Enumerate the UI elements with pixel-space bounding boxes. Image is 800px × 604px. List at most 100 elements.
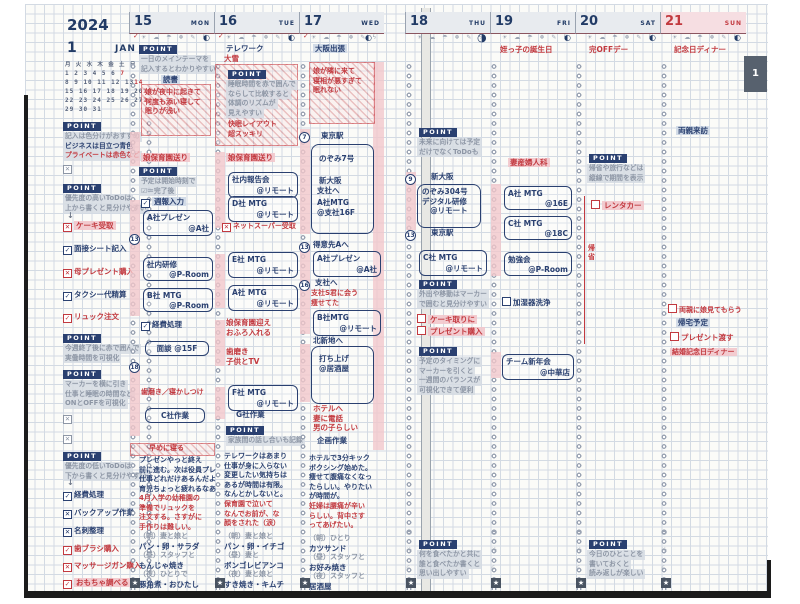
point-tip-trip: 帰省や旅行などは 縦線で期間を表示 [587,164,646,183]
evening-note: 娘保育園迎え おふろ入れる [226,318,271,337]
event-block: チーム新年会 @中華店 [502,354,574,380]
star-icon: ★ [215,578,225,588]
day-16-header: 16 TUE [214,12,299,34]
meal-noon-icon: ☀ [406,546,413,554]
hour-rail [405,62,413,590]
point-tip-marker: マーカーを横に引き 仕事と睡眠の時間など ONとOFFを可視化 [63,380,135,409]
star-icon: ★ [576,578,586,588]
event-block: C社作業 [145,408,205,423]
page-left-edge [24,95,28,598]
weather-icon-strip: ☀ ☁ ☂ ❅ ✎ ϟ [226,34,294,41]
point-tip-future: 未来に向けては予定 だけでなくToDoも [417,138,483,157]
todo-item: ✕ ネットスーパー受取 [222,222,296,232]
point-badge: POINT [139,45,178,54]
location-note: 東京駅 [321,131,344,140]
event-block: 社内報告会 @リモート [228,172,298,198]
point-badge: POINT [419,540,458,549]
day-number: 19 [495,14,514,29]
meal-morning-icon: ◓ [406,528,413,536]
weather-icon-strip: ☀ ☁ ☂ ❅ ✎ ϟ [141,34,209,41]
marker-band [406,172,416,230]
moon-phase-icon: ◐ [649,33,656,42]
point-badge: POINT [589,540,628,549]
day-weekday: MON [190,20,210,27]
point-badge: POINT [228,70,267,79]
todo-item: ✕ 名刺整理 [63,526,104,537]
trip-duration-line [584,196,585,344]
hour-rail [490,62,498,590]
day-18-column: 18 THU ☀ ☁ ☂ ❅ ✎ ϟ ◑ POINT 未来に向けては予定 だけで… [405,4,490,604]
day-18-header: 18 THU [405,12,490,34]
todo-item: 加湿器洗浄 [502,297,551,308]
day-19-header: 19 FRI [490,12,575,34]
point-tip-colors: 記入は色分けがおすすめ ビジネスは目立つ青色 プライベートは赤色など [63,132,142,161]
event-text: A社MTG @支社16F [317,198,356,217]
trip-label: 帰省 [587,244,596,262]
check-icon: ✓ [133,32,139,40]
weather-icon-strip: ☀ ☁ ☂ ❅ ✎ ϟ [417,34,485,41]
train-note: のぞみ7号 [319,154,355,163]
memo-red: 支社S君に会う 痩せてた [311,289,359,307]
point-tip-outing: 外出や移動はマーカー で囲むと見分けやすい [417,290,489,309]
diary-text-red: 保育園で泣いて なんでお前が、な 顔をされた（涙） [224,500,280,527]
point-tip-theme: 一日のメインテーマを 記入するとわかりやすい [139,55,218,74]
hour-marker: 13 [299,242,310,253]
todo-item: ケーキ取りに [417,314,477,325]
point-tip-low-todo: 優先度の低いToDoは 下から書くと見分けやすい [63,462,149,481]
meal-night-icon: ☾ [406,564,413,572]
return-note: 帰宅予定 [676,318,710,327]
location-note: 東京駅 [431,228,454,237]
point-badge: POINT [139,167,178,176]
day-21-column: 21 SUN ☀ ☁ ☂ ❅ ✎ ϟ ◐ 記念日ディナー 両親来訪 両親に娘見て… [660,4,746,604]
star-icon: ★ [491,578,501,588]
event-block: D社 MTG @リモート [228,196,298,222]
meal-log: （朝）ひとり カツサンド （昼）スタッフと お好み焼き （夜）スタッフと 居酒屋 [309,534,365,591]
check-icon: ✓ [218,32,224,40]
marker-band [300,129,310,234]
moon-phase-icon: ◐ [288,33,295,42]
point-badge: POINT [589,154,628,163]
day-17-header: 17 WED [299,12,384,34]
meal-night-icon: ☾ [491,564,498,572]
todo-item: ✓ 経費処理 [141,320,182,331]
hour-marker: 9 [405,174,416,185]
day-15-column: 15 MON ✓ ☀ ☁ ☂ ❅ ✎ ϟ ◐ POINT 一日のメインテーマを … [129,4,218,604]
todo-item: ✓ おもちゃ調べる [63,578,131,589]
moon-phase-icon: ◐ [734,33,741,42]
hour-marker: 7 [299,132,310,143]
meal-noon-icon: ☀ [661,546,668,554]
hour-marker: 18 [129,362,140,373]
day-weekday: SAT [640,20,656,27]
event-block: A社 MTG @リモート [228,285,298,311]
planner-page: 2024 1 JAN 月 火 水 木 金 土 日 1 2 3 4 5 6 7 8… [25,4,768,596]
down-arrow-icon: ↓ [67,211,74,220]
todo-item: プレゼント購入 [417,326,485,337]
point-badge: POINT [63,184,102,193]
task-note: G社作業 [236,410,265,419]
todo-item: ✕ ケーキ受取 [63,221,116,232]
location-note: 支社へ [317,186,340,195]
event-block: F社 MTG @リモート [228,385,298,411]
point-badge: POINT [63,452,102,461]
mini-calendar-week3: 15 16 17 18 19 2021 [65,88,152,95]
day-21-header: 21 SUN [660,12,746,34]
visitor-note: 両親来訪 [676,126,710,135]
point-tip-sleep: 睡眠時間を赤で囲んで ならして比較すると 体調のリズムが 見えやすい [226,80,298,118]
todo-item: プレゼント渡す [670,332,734,343]
mini-calendar-week5: 29 30 31 [65,106,102,113]
day-weekday: SUN [724,20,742,27]
marker-band [130,370,140,436]
marker-band [130,200,140,316]
todo-item: ✓ 経費処理 [63,490,104,501]
point-badge: POINT [63,122,102,131]
event-block: 勉強会 @P-Room [504,252,572,276]
weather-icon-strip: ☀ ☁ ☂ ❅ ✎ ϟ [672,34,740,41]
moon-phase-icon: ◐ [203,33,210,42]
marker-band [491,352,501,378]
day-number: 15 [134,14,153,29]
diary-text-blue: プレゼンやっと終え 前に進む。次は役員プレ 仕事どれだけあるんだよ 育児ちょっと疲れ… [139,456,216,493]
event-block: E社 MTG @リモート [228,252,298,278]
day-16-column: 16 TUE ✓ ☀ ☁ ☂ ❅ ✎ ϟ ◐ テレワーク 大雪 POINT 睡眠… [214,4,305,604]
event-block: A社 MTG @16E [504,186,572,210]
event-text: 打ち上げ @居酒屋 [319,354,349,373]
